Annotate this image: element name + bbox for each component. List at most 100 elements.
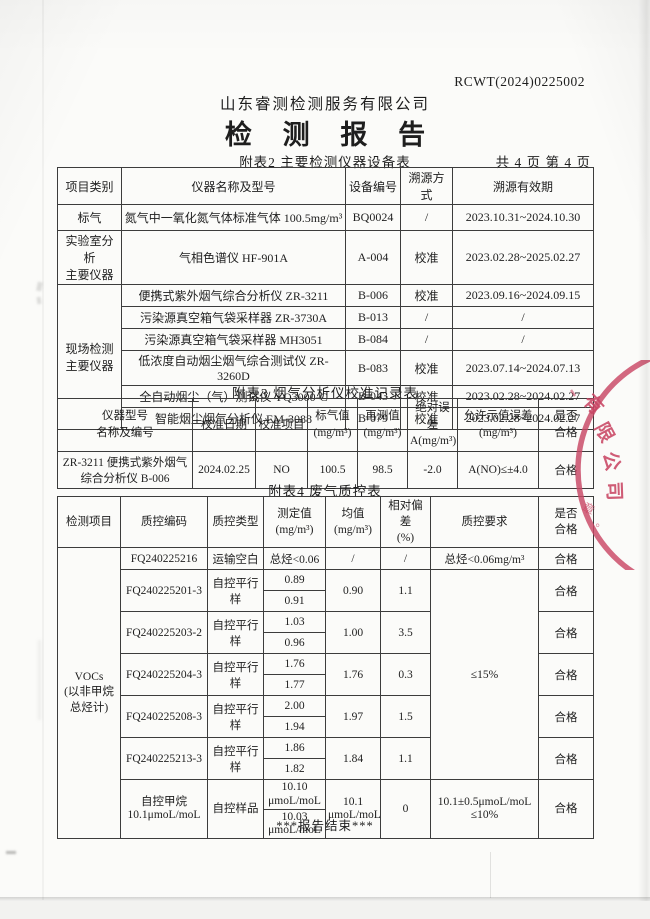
stamp-period: 。 [596, 517, 607, 529]
column-header: 仪器名称及型号 [121, 167, 346, 205]
scan-edge-shadow [638, 0, 650, 919]
table-cell: 0.91 [263, 590, 326, 613]
table-cell: 自控甲烷 10.1μmoL/moL [120, 779, 208, 840]
table-cell: 100.5 [307, 451, 358, 490]
table-cell: 2023.09.16~2024.09.15 [452, 284, 594, 307]
table-cell: 校准 [400, 230, 453, 285]
column-header: 溯源方式 [400, 167, 453, 205]
table-cell: B-006 [345, 284, 401, 307]
company-name: 山东睿测检测服务有限公司 [219, 96, 430, 113]
table-cell: 自控平行样 [207, 611, 264, 655]
column-header: 项目类别 [57, 167, 122, 205]
stamp-arc-char: 限 [590, 419, 618, 446]
project-cell: VOCs (以非甲烷 总烃计) [57, 547, 121, 840]
table-cell: / [452, 328, 594, 351]
table-cell: 1.76 [325, 653, 381, 697]
column-header: 测定值 (mg/m³) [263, 495, 326, 549]
table-cell: 1.1 [380, 737, 431, 781]
column-header: 是否 合格 [538, 495, 594, 549]
scanner-background [0, 901, 650, 919]
table-cell: 合格 [538, 737, 594, 781]
table-cell: 自控平行样 [207, 737, 264, 781]
table-cell: 污染源真空箱气袋采样器 ZR-3730A [121, 306, 346, 329]
page-indicator: 共 4 页 第 4 页 [495, 155, 591, 170]
column-header: 再测值 (mg/m³) [357, 397, 408, 453]
table-cell: 运输空白 [207, 547, 264, 571]
table-cell: 便携式紫外烟气综合分析仪 ZR-3211 [121, 284, 346, 307]
table-cell: 合格 [538, 695, 594, 739]
stamp-arc-char: 司 [603, 481, 625, 501]
category-cell: 标气 [57, 204, 122, 231]
table-cell: FQ240225201-3 [120, 569, 208, 613]
table-cell: / [452, 306, 594, 329]
table-cell: 2.00 [263, 695, 326, 718]
report-end-mark: ***报告结束*** [276, 819, 374, 833]
table-cell: 自控平行样 [207, 695, 264, 739]
table-cell: 1.76 [263, 653, 326, 676]
column-header: 质控类型 [207, 495, 264, 549]
table-cell: 1.5 [380, 695, 431, 739]
table-cell: 合格 [538, 569, 594, 613]
column-header: 检测项目 [57, 495, 121, 549]
table-cell: 污染源真空箱气袋采样器 MH3051 [121, 328, 346, 351]
table-cell: FQ240225216 [120, 547, 208, 571]
table-cell: 1.97 [325, 695, 381, 739]
stamp-arc-char: 公 [598, 449, 624, 473]
margin-smudge [38, 640, 41, 720]
column-header: 允许示值误差 (mg/m³) [457, 397, 539, 453]
table-cell: 1.86 [263, 737, 326, 760]
column-header: 设备编号 [345, 167, 401, 205]
table-cell: 2023.02.28~2025.02.27 [452, 230, 594, 285]
table2-caption: 附表2 主要检测仪器设备表 [239, 155, 411, 170]
table-cell: FQ240225204-3 [120, 653, 208, 697]
document-title: 检 测 报 告 [224, 120, 438, 150]
column-header: 校准日期 [192, 397, 256, 453]
table-cell: 气相色谱仪 HF-901A [121, 230, 346, 285]
table-cell: NO [255, 451, 308, 490]
margin-smudge [6, 851, 16, 854]
table4-caption: 附表4 废气质控表 [268, 484, 382, 499]
table-cell: / [400, 204, 453, 231]
column-header: 溯源有效期 [452, 167, 594, 205]
table-cell: 0.90 [325, 569, 381, 613]
table-cell: 10.1±0.5μmoL/moL ≤10% [430, 779, 539, 840]
table-cell: 总烃<0.06 [263, 547, 326, 571]
table-cell: 10.03 μmoL/moL [263, 808, 326, 840]
column-header: 绝对误差 A(mg/m³) [407, 397, 458, 453]
table-cell: 0.96 [263, 632, 326, 655]
column-header: 是否 合格 [538, 397, 594, 453]
column-header: 校准项目 [255, 397, 308, 453]
table-cell: 合格 [538, 451, 594, 490]
table-cell: 低浓度自动烟尘烟气综合测试仪 ZR-3260D [121, 350, 346, 386]
table-cell: A-004 [345, 230, 401, 285]
table-cell: FQ240225213-3 [120, 737, 208, 781]
table-cell: A(NO)≤±4.0 [457, 451, 539, 490]
column-header: 均值 (mg/m³) [325, 495, 381, 549]
table-cell: 合格 [538, 653, 594, 697]
qc-table: 检测项目 质控编码 质控类型 测定值 (mg/m³) 均值 (mg/m³) 相对… [57, 495, 594, 840]
margin-smudge [36, 296, 42, 305]
table-cell: 1.00 [325, 611, 381, 655]
column-header: 质控要求 [430, 495, 539, 549]
table-cell: 1.03 [263, 611, 326, 634]
table-cell: 2023.10.31~2024.10.30 [452, 204, 594, 231]
table-cell: 3.5 [380, 611, 431, 655]
table-cell: 合格 [538, 611, 594, 655]
table-cell: 2023.07.14~2024.07.13 [452, 350, 594, 386]
table-cell: 10.1 μmoL/moL [325, 779, 381, 840]
table-cell: 自控平行样 [207, 653, 264, 697]
column-header: 仪器型号 名称及编号 [57, 397, 193, 453]
table-cell: 10.10 μmoL/moL [263, 779, 326, 810]
table-cell: -2.0 [407, 451, 458, 490]
table-cell: / [400, 328, 453, 351]
paper-bottom-edge [0, 897, 650, 901]
table-cell: 1.1 [380, 569, 431, 613]
table-cell: / [380, 547, 431, 571]
table-cell: 1.84 [325, 737, 381, 781]
table-cell: / [325, 547, 381, 571]
table3-caption: 附表3 烟气分析仪校准记录表 [231, 386, 419, 401]
paper-crease [42, 0, 44, 900]
table-cell: 0.3 [380, 653, 431, 697]
table-cell: B-083 [345, 350, 401, 386]
